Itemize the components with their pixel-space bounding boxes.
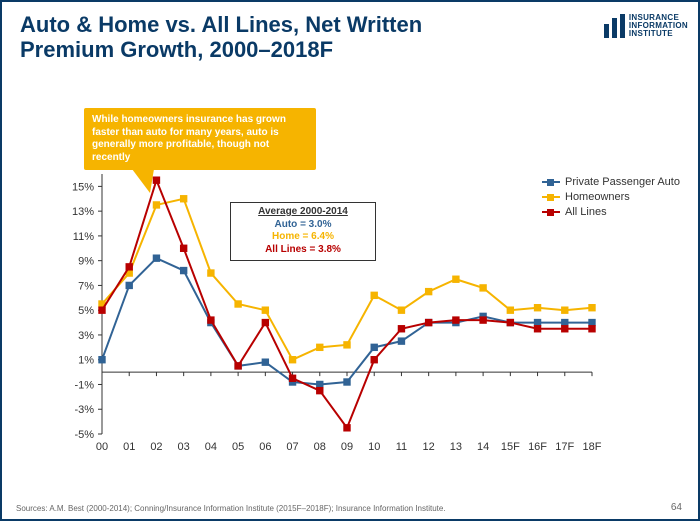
svg-text:16F: 16F	[528, 441, 547, 453]
svg-text:13%: 13%	[72, 206, 94, 218]
svg-text:05: 05	[232, 441, 244, 453]
svg-text:-1%: -1%	[74, 379, 94, 391]
svg-text:9%: 9%	[78, 256, 94, 268]
iii-logo: INSURANCE INFORMATION INSTITUTE	[604, 14, 688, 38]
svg-text:10: 10	[368, 441, 380, 453]
svg-text:18F: 18F	[583, 441, 602, 453]
callout-text: While homeowners insurance has grown fas…	[92, 114, 286, 163]
source-caption: Sources: A.M. Best (2000-2014); Conning/…	[16, 504, 446, 513]
svg-text:04: 04	[205, 441, 217, 453]
iii-logo-text: INSURANCE INFORMATION INSTITUTE	[629, 14, 688, 38]
callout-box: While homeowners insurance has grown fas…	[84, 108, 316, 170]
svg-text:12: 12	[423, 441, 435, 453]
logo-line: INSTITUTE	[629, 30, 688, 38]
svg-text:3%: 3%	[78, 330, 94, 342]
page-number: 64	[671, 502, 682, 513]
svg-text:13: 13	[450, 441, 462, 453]
svg-text:07: 07	[286, 441, 298, 453]
line-chart: -5% -3% -1% 1% 3% 5% 7% 9% 11% 13% 15% 00 01 02 03 04 05…	[42, 164, 662, 464]
svg-text:-5%: -5%	[74, 429, 94, 441]
svg-text:14: 14	[477, 441, 489, 453]
svg-text:-3%: -3%	[74, 404, 94, 416]
svg-text:03: 03	[178, 441, 190, 453]
svg-text:00: 00	[96, 441, 108, 453]
iii-logo-bars	[604, 14, 625, 38]
svg-text:1%: 1%	[78, 355, 94, 367]
svg-text:11: 11	[396, 441, 407, 453]
svg-text:02: 02	[150, 441, 162, 453]
svg-text:01: 01	[123, 441, 135, 453]
svg-text:11%: 11%	[73, 231, 94, 243]
svg-text:7%: 7%	[78, 280, 94, 292]
slide-title: Auto & Home vs. All Lines, Net Written P…	[20, 12, 520, 63]
svg-text:06: 06	[259, 441, 271, 453]
svg-text:09: 09	[341, 441, 353, 453]
svg-text:17F: 17F	[555, 441, 574, 453]
svg-text:15F: 15F	[501, 441, 520, 453]
slide-frame: Auto & Home vs. All Lines, Net Written P…	[0, 0, 700, 521]
svg-text:15%: 15%	[72, 181, 94, 193]
svg-text:08: 08	[314, 441, 326, 453]
svg-text:5%: 5%	[78, 305, 94, 317]
